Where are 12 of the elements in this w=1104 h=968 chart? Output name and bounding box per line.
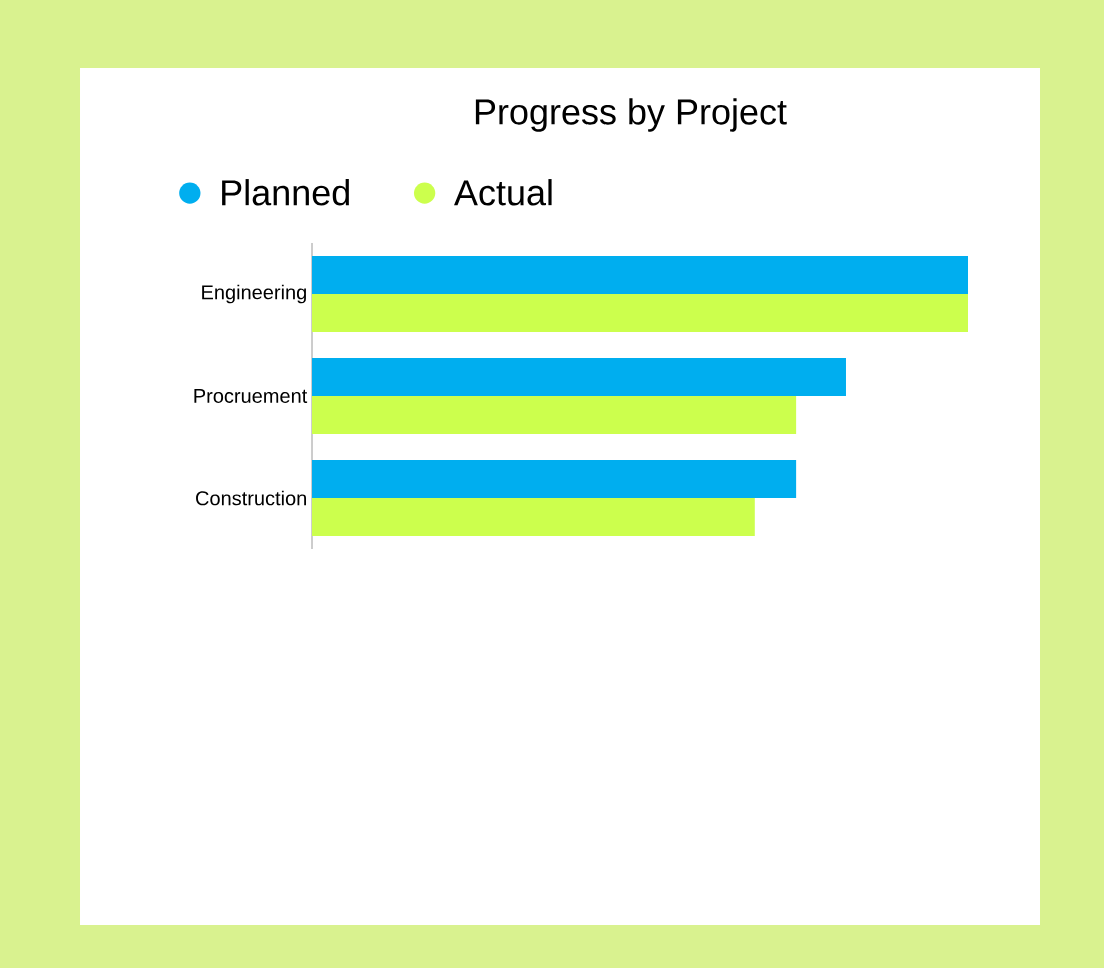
bar bbox=[312, 293, 968, 332]
bar bbox=[312, 497, 755, 536]
bar bbox=[312, 459, 797, 498]
legend-label: Planned bbox=[222, 179, 349, 206]
bar bbox=[312, 395, 797, 434]
bar bbox=[312, 255, 968, 294]
y-tick-label: Engineering bbox=[202, 284, 306, 304]
bar bbox=[312, 357, 846, 396]
legend-label: Actual bbox=[454, 179, 552, 206]
y-tick-label: Procruement bbox=[194, 389, 308, 403]
chart-title: Progress by Project bbox=[475, 98, 787, 132]
y-tick-label: Construction bbox=[196, 490, 306, 506]
